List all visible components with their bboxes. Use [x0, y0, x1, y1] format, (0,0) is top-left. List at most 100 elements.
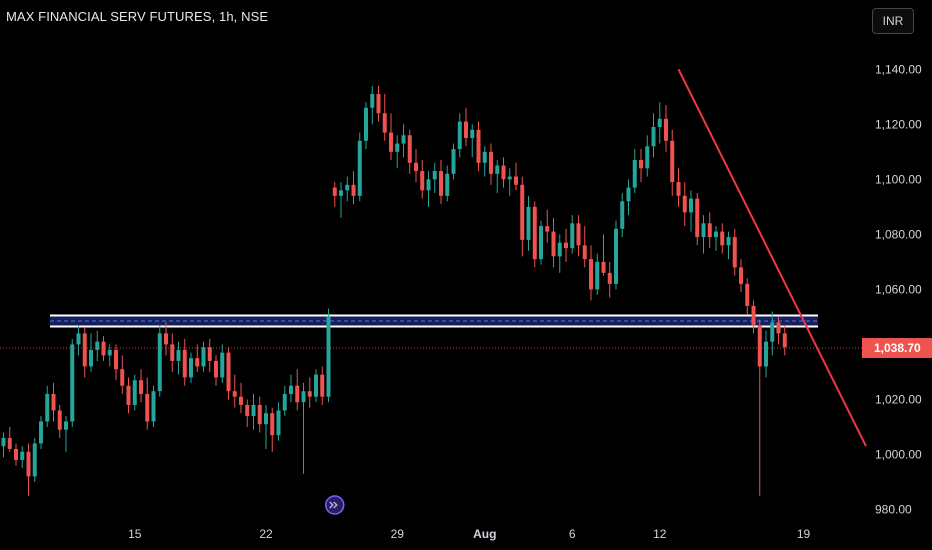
last-price-badge: 1,038.70	[862, 337, 932, 358]
candle-body	[295, 385, 300, 403]
candle	[414, 149, 418, 183]
candle-body	[95, 341, 100, 350]
candle	[732, 228, 737, 276]
candle	[214, 355, 218, 386]
candle	[270, 407, 275, 452]
candle	[532, 201, 537, 268]
candle	[770, 311, 775, 356]
candle-body	[764, 341, 768, 367]
candle-body	[632, 160, 637, 188]
events-layer	[325, 495, 345, 515]
candle	[182, 338, 187, 386]
candle-body	[320, 374, 325, 397]
candle	[764, 330, 768, 378]
candle-body	[695, 198, 700, 238]
candle-body	[51, 393, 56, 411]
candle-body	[626, 187, 631, 202]
candle	[714, 226, 718, 251]
candle	[676, 168, 681, 207]
candle	[157, 325, 162, 397]
candle	[170, 333, 175, 372]
candle-body	[376, 94, 381, 114]
candle-body	[539, 226, 543, 260]
candle	[389, 113, 393, 161]
candle-body	[501, 165, 506, 180]
candle	[295, 369, 300, 411]
candle-body	[314, 374, 318, 397]
candle-body	[439, 171, 443, 196]
candle-body	[351, 184, 356, 196]
candle-body	[207, 347, 212, 361]
candle-body	[414, 162, 418, 172]
candle	[439, 160, 443, 205]
candle	[751, 300, 756, 334]
double-chevron-icon[interactable]	[325, 495, 345, 515]
candle-body	[645, 146, 650, 169]
events-marker-chevrons	[329, 501, 338, 509]
candle-body	[757, 325, 762, 367]
chart-title: MAX FINANCIAL SERV FUTURES, 1h, NSE	[6, 9, 269, 24]
candle	[126, 377, 131, 414]
candle	[501, 157, 506, 188]
candle-body	[1, 437, 6, 447]
candle-body	[307, 391, 312, 397]
candle	[32, 437, 37, 482]
candle-body	[332, 187, 337, 196]
candle-body	[620, 201, 625, 229]
candle	[1, 432, 6, 458]
candle-body	[782, 333, 787, 348]
candle-body	[301, 391, 306, 403]
candle	[582, 226, 587, 268]
candle	[207, 338, 212, 372]
candle-body	[595, 261, 600, 290]
candle	[520, 176, 525, 257]
candle-body	[239, 396, 243, 405]
candle-body	[489, 151, 493, 174]
candle-body	[395, 143, 400, 152]
candle-body	[707, 223, 712, 238]
candle-body	[26, 451, 31, 477]
candle	[326, 308, 331, 403]
candle-body	[214, 360, 218, 378]
candle	[357, 132, 362, 202]
candle	[407, 129, 412, 174]
candle-body	[739, 267, 743, 284]
candles-layer	[1, 85, 787, 496]
candle	[20, 446, 25, 469]
candle-body	[776, 322, 781, 334]
candle-body	[64, 421, 68, 430]
candle	[70, 338, 75, 427]
time-tick-label: 22	[259, 527, 273, 541]
candle-body	[432, 171, 437, 180]
candle	[51, 382, 56, 422]
candle	[7, 426, 12, 452]
time-tick-label: 12	[653, 527, 667, 541]
candle	[545, 209, 550, 243]
candle-body	[482, 151, 487, 163]
candle	[351, 171, 356, 205]
candle-body	[370, 94, 375, 108]
currency-button[interactable]: INR	[872, 8, 914, 34]
candle	[695, 193, 700, 246]
candle-body	[676, 182, 681, 196]
candle-body	[132, 380, 137, 405]
candle	[601, 234, 606, 276]
last-price-label: 1,038.70	[874, 341, 921, 355]
candle	[239, 382, 243, 414]
candle	[620, 193, 625, 238]
candle-body	[39, 421, 43, 444]
candle	[564, 228, 568, 262]
candle-body	[495, 165, 500, 174]
candle-body	[514, 176, 518, 185]
candle	[782, 325, 787, 356]
candle-body	[520, 184, 525, 240]
candle-body	[651, 127, 656, 147]
candle-body	[382, 113, 387, 133]
candle-body	[545, 226, 550, 232]
candle	[370, 85, 375, 125]
candle-body	[401, 135, 406, 144]
candle-body	[639, 160, 643, 169]
candle-body	[389, 132, 393, 152]
candle	[289, 374, 293, 403]
